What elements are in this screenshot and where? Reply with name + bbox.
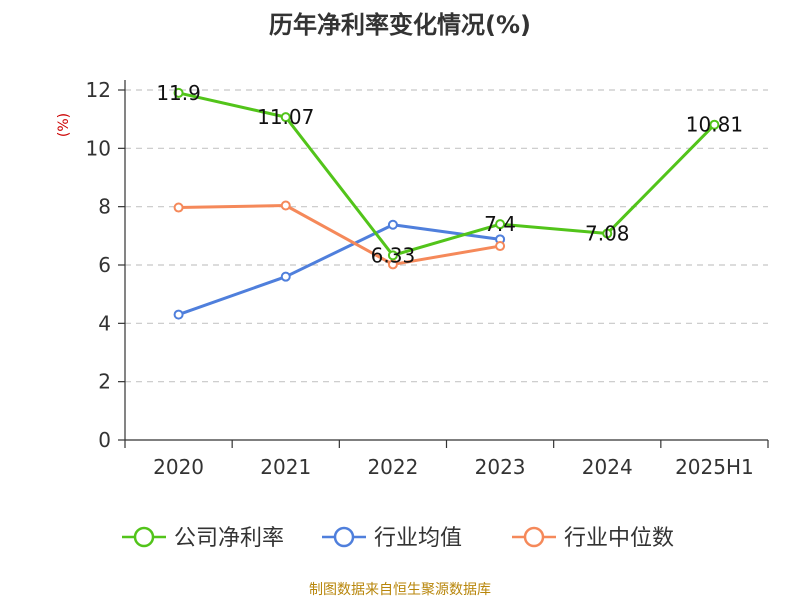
data-label: 7.08 [585,222,630,246]
data-point [280,200,291,211]
series-0: 11.9 11.07 6.33 7.4 7.08 10.81 [156,81,743,267]
series-group: 11.9 11.07 6.33 7.4 7.08 10.81 [156,81,743,320]
y-tick-label: 6 [98,253,111,277]
x-tick-label: 2025H1 [675,455,754,479]
series-2 [173,200,506,270]
data-label: 11.9 [156,81,201,105]
data-point [387,250,398,261]
data-point [602,228,613,239]
chart-title: 历年净利率变化情况(%) [269,11,531,39]
x-tick-label: 2023 [475,455,526,479]
x-tick-label: 2022 [367,455,418,479]
legend-item-1[interactable]: 行业均值 [322,526,462,551]
legend-label: 行业中位数 [564,526,674,551]
y-tick-label: 2 [98,370,111,394]
axes: 0 2 4 6 8 10 12 2020 2021 2022 2023 2024 2025H1 [86,78,769,479]
data-point [173,87,184,98]
x-tick-label: 2020 [153,455,204,479]
series-line [178,223,501,316]
legend-item-2[interactable]: 行业中位数 [512,526,674,551]
data-point [173,202,184,213]
data-point [709,119,720,130]
data-label: 6.33 [371,243,416,267]
data-point [495,219,506,230]
y-tick-label: 4 [98,311,111,335]
gridlines [125,89,768,383]
data-point [280,112,291,123]
data-point [173,309,184,320]
data-point [495,241,506,252]
y-axis-label: (%) [56,113,72,137]
x-tick-label: 2024 [582,455,633,479]
legend-marker [133,526,155,548]
y-tick-label: 8 [98,195,111,219]
legend-item-0[interactable]: 公司净利率 [122,526,284,551]
data-label: 7.4 [484,212,516,236]
y-tick-label: 10 [86,136,111,160]
series-line [178,204,501,266]
data-point [387,219,398,230]
data-point [280,271,291,282]
series-line [178,91,716,257]
legend-marker [523,526,545,548]
data-point [387,259,398,270]
legend-marker [333,526,355,548]
legend-label: 行业均值 [374,526,462,551]
data-label: 11.07 [257,105,314,129]
y-tick-label: 0 [98,428,111,452]
data-label: 10.81 [686,113,743,137]
legend[interactable]: 公司净利率 行业均值 行业中位数 [122,526,674,551]
x-tick-label: 2021 [260,455,311,479]
y-tick-label: 12 [86,78,111,102]
source-note: 制图数据来自恒生聚源数据库 [309,582,491,598]
legend-label: 公司净利率 [174,526,284,551]
series-1 [173,219,506,320]
